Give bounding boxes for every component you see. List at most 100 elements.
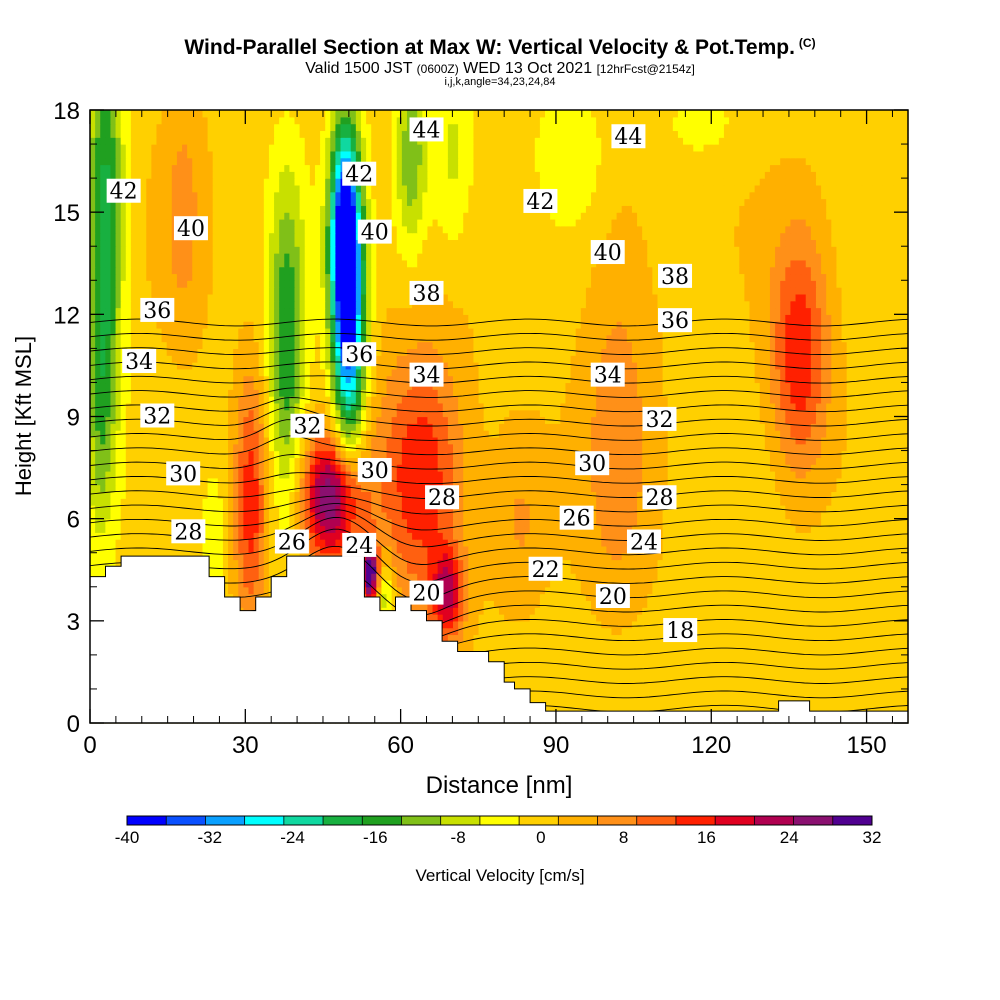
- velocity-cell: [734, 620, 740, 629]
- velocity-cell: [611, 654, 618, 663]
- velocity-cell: [468, 607, 475, 615]
- velocity-cell: [120, 545, 127, 554]
- velocity-cell: [831, 668, 838, 676]
- velocity-cell: [381, 579, 388, 588]
- velocity-cell: [596, 627, 602, 636]
- velocity-cell: [657, 586, 664, 595]
- velocity-cell: [575, 566, 582, 574]
- velocity-cell: [473, 511, 480, 520]
- velocity-cell: [504, 627, 510, 636]
- velocity-cell: [509, 634, 515, 642]
- velocity-cell: [611, 675, 618, 683]
- velocity-cell: [427, 511, 434, 520]
- velocity-cell: [683, 702, 689, 710]
- velocity-cell: [95, 539, 101, 547]
- velocity-cell: [764, 579, 771, 588]
- velocity-cell: [238, 566, 244, 574]
- velocity-cell: [570, 695, 577, 704]
- velocity-cell: [115, 539, 122, 547]
- velocity-cell: [810, 702, 817, 710]
- velocity-cell: [749, 579, 756, 588]
- velocity-cell: [207, 539, 214, 547]
- velocity-cell: [759, 607, 766, 615]
- velocity-cell: [580, 627, 587, 636]
- velocity-cell: [570, 614, 577, 622]
- velocity-cell: [831, 702, 838, 710]
- velocity-cell: [611, 627, 618, 636]
- velocity-cell: [831, 695, 838, 704]
- velocity-cell: [851, 545, 858, 554]
- velocity-cell: [892, 607, 899, 615]
- velocity-cell: [545, 668, 551, 676]
- velocity-cell: [555, 532, 561, 540]
- velocity-cell: [580, 620, 587, 629]
- velocity-cell: [775, 539, 781, 547]
- velocity-cell: [463, 525, 469, 533]
- velocity-cell: [473, 614, 480, 622]
- velocity-cell: [447, 566, 454, 574]
- velocity-cell: [867, 620, 873, 629]
- velocity-cell: [575, 695, 582, 704]
- velocity-cell: [565, 614, 572, 622]
- velocity-cell: [683, 539, 689, 547]
- velocity-cell: [647, 641, 653, 649]
- velocity-cell: [846, 593, 853, 601]
- velocity-cell: [856, 552, 863, 561]
- velocity-cell: [826, 600, 832, 608]
- velocity-cell: [877, 511, 884, 520]
- velocity-cell: [248, 559, 255, 567]
- velocity-cell: [447, 545, 454, 554]
- velocity-cell: [340, 518, 347, 527]
- velocity-cell: [447, 620, 454, 629]
- velocity-cell: [657, 559, 664, 567]
- velocity-cell: [647, 682, 653, 690]
- velocity-cell: [729, 682, 735, 690]
- velocity-cell: [539, 586, 546, 595]
- velocity-cell: [493, 566, 500, 574]
- velocity-cell: [136, 539, 142, 547]
- velocity-cell: [529, 648, 536, 656]
- velocity-cell: [861, 661, 868, 670]
- velocity-cell: [222, 545, 229, 554]
- velocity-cell: [381, 573, 388, 581]
- velocity-cell: [228, 579, 234, 588]
- velocity-cell: [831, 545, 838, 554]
- velocity-cell: [672, 702, 679, 710]
- velocity-cell: [785, 593, 792, 601]
- velocity-cell: [672, 539, 679, 547]
- velocity-cell: [422, 566, 429, 574]
- velocity-cell: [769, 545, 776, 554]
- velocity-cell: [744, 511, 751, 520]
- velocity-cell: [713, 634, 720, 642]
- velocity-cell: [867, 532, 873, 540]
- velocity-cell: [764, 614, 771, 622]
- velocity-cell: [749, 627, 756, 636]
- velocity-cell: [616, 654, 623, 663]
- velocity-cell: [171, 505, 178, 513]
- velocity-cell: [841, 688, 848, 697]
- velocity-cell: [509, 539, 515, 547]
- velocity-cell: [892, 532, 899, 540]
- velocity-cell: [534, 539, 541, 547]
- velocity-cell: [856, 627, 863, 636]
- velocity-cell: [795, 634, 802, 642]
- velocity-cell: [642, 511, 648, 520]
- velocity-cell: [529, 654, 536, 663]
- velocity-cell: [616, 695, 623, 704]
- velocity-cell: [504, 593, 510, 601]
- velocity-cell: [882, 607, 889, 615]
- velocity-cell: [759, 511, 766, 520]
- velocity-cell: [780, 661, 786, 670]
- grid-indices-line: i,j,k,angle=34,23,24,84: [0, 76, 1000, 88]
- velocity-cell: [100, 505, 106, 513]
- velocity-cell: [698, 552, 705, 561]
- velocity-cell: [872, 614, 878, 622]
- velocity-cell: [693, 573, 699, 581]
- velocity-cell: [243, 579, 250, 588]
- velocity-cell: [831, 641, 838, 649]
- velocity-cell: [785, 607, 792, 615]
- velocity-cell: [350, 525, 357, 533]
- velocity-cell: [493, 518, 500, 527]
- velocity-cell: [826, 607, 832, 615]
- velocity-cell: [775, 620, 781, 629]
